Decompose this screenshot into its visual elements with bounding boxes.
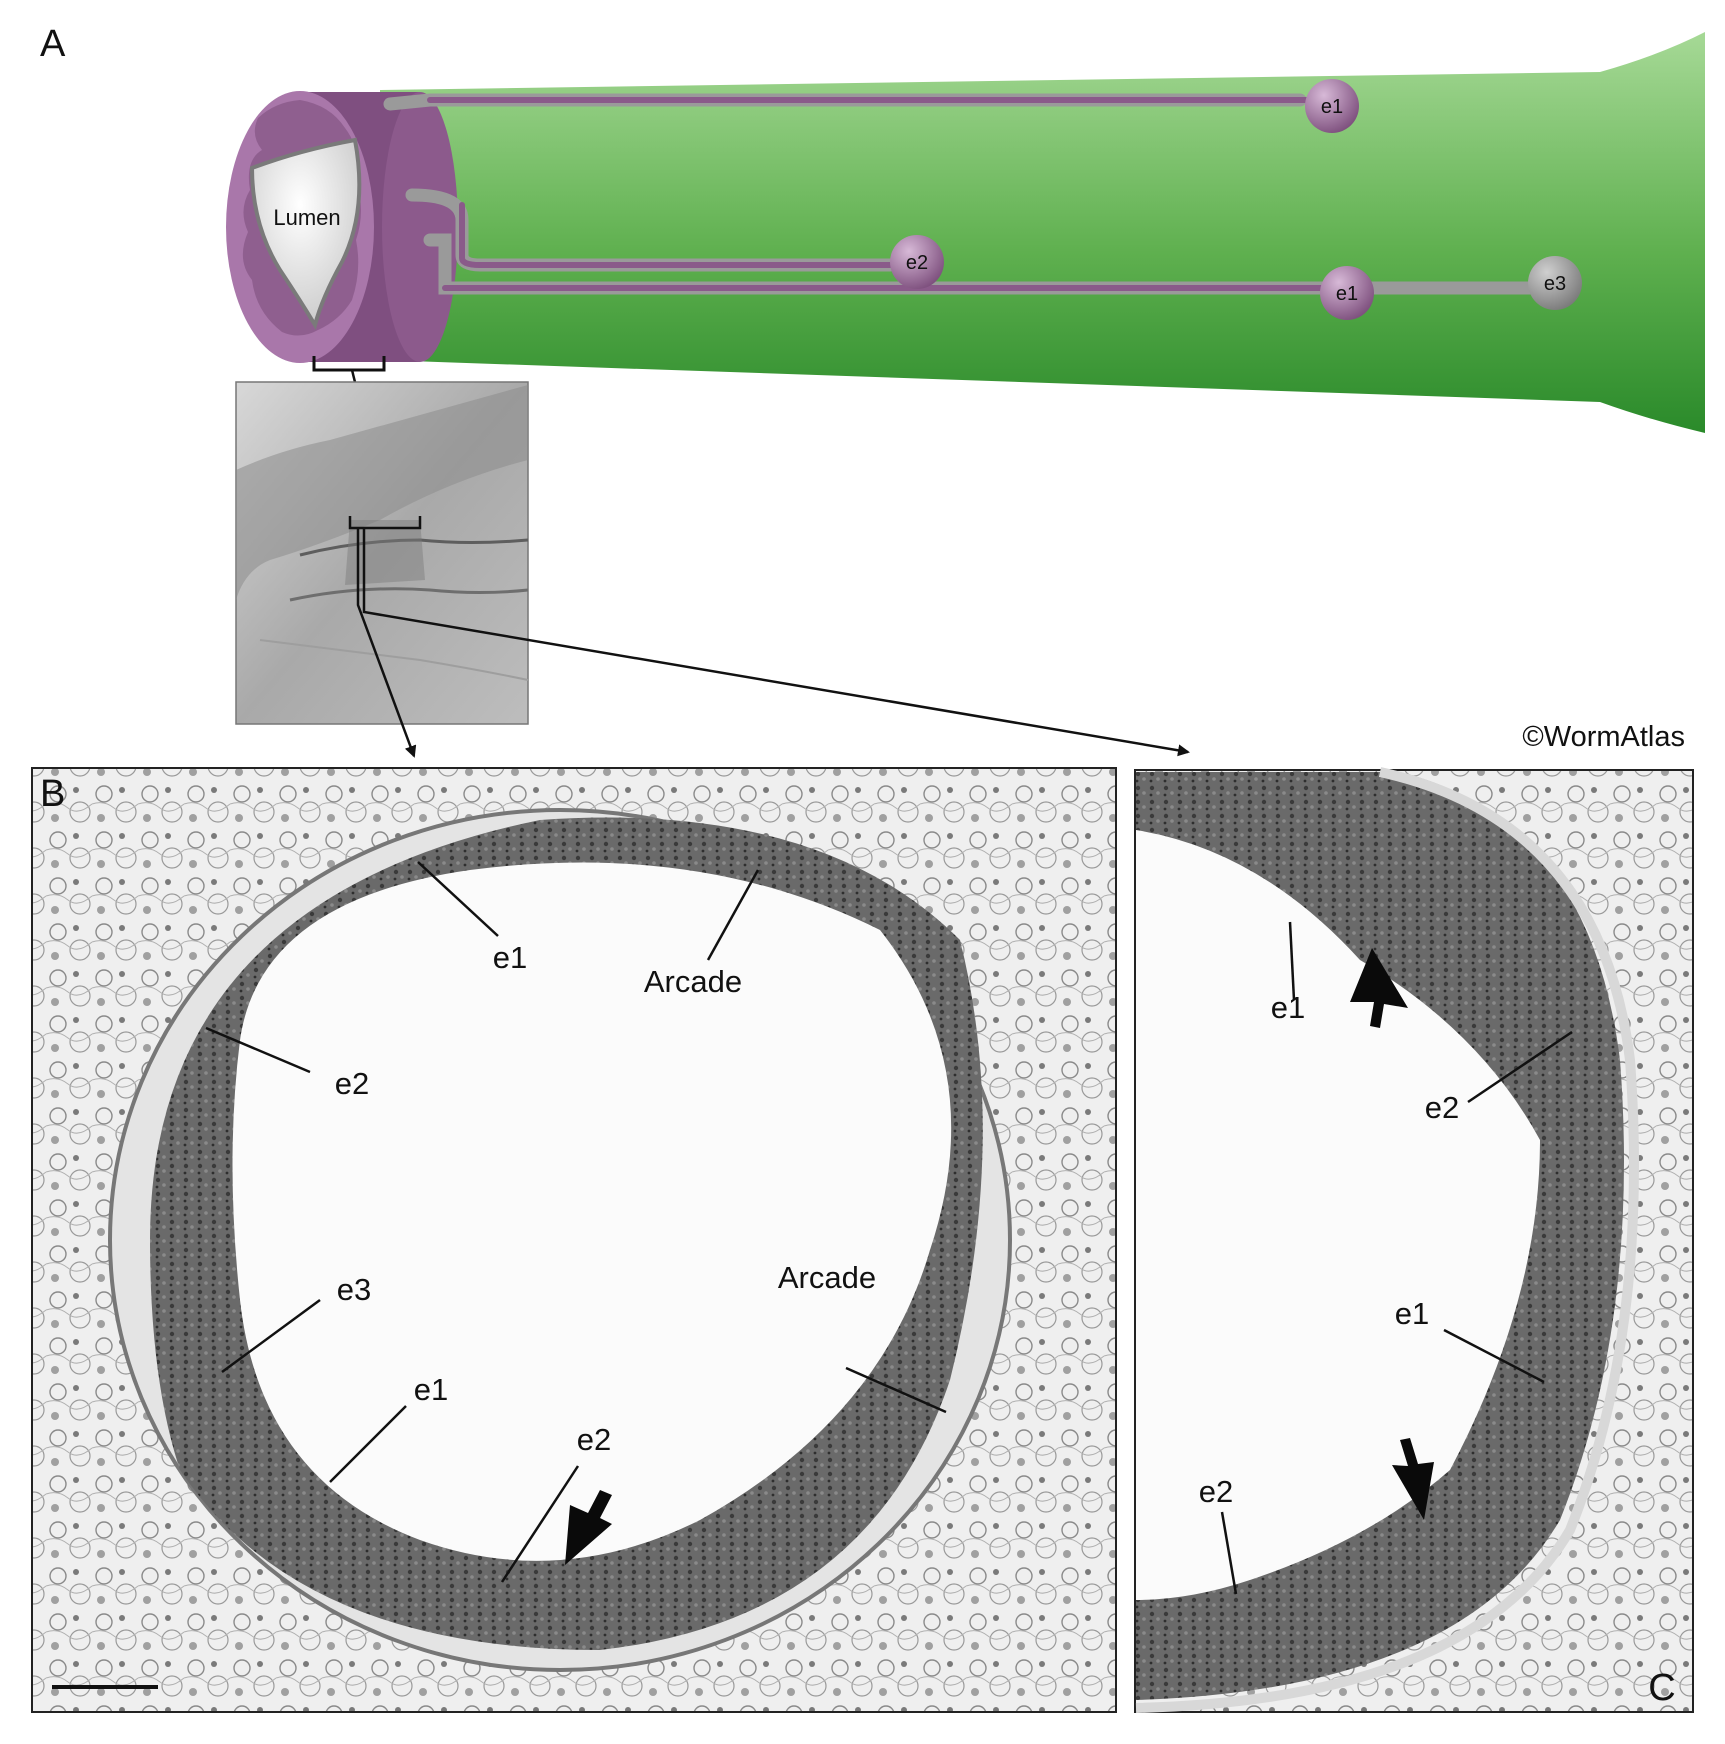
panel-c-lumen <box>1136 830 1540 1600</box>
panel-b-label-e2-bottom: e2 <box>577 1422 611 1457</box>
panel-c-label-e1-mid: e1 <box>1395 1296 1429 1331</box>
panel-c-label-e2-bottom: e2 <box>1199 1474 1233 1509</box>
copyright-notice: ©WormAtlas <box>1522 721 1685 753</box>
panel-b-label-e2-left: e2 <box>335 1066 369 1101</box>
panel-b-leaders <box>205 861 947 1583</box>
node-e1-mid: e1 <box>1320 266 1374 320</box>
panel-c-label-e2-top: e2 <box>1425 1090 1459 1125</box>
node-e1-top-label: e1 <box>1321 96 1343 118</box>
panel-c-letter: C <box>1648 1667 1675 1709</box>
arrow-to-panel-c <box>362 528 1190 757</box>
panel-b-lumen <box>232 862 952 1561</box>
node-e3: e3 <box>1528 256 1582 310</box>
panel-c-arrowhead-bottom <box>1392 1438 1434 1520</box>
panel-a: A Lumen e1 <box>40 23 1705 758</box>
node-e1-mid-label: e1 <box>1336 283 1358 305</box>
panel-b-label-arcade-right: Arcade <box>778 1260 876 1295</box>
panel-b-label-arcade-top: Arcade <box>644 964 742 999</box>
epithelial-processes <box>383 93 1557 295</box>
panel-c-arrowhead-top <box>1350 948 1408 1028</box>
node-e2: e2 <box>890 235 944 289</box>
ring-bracket <box>312 356 386 372</box>
panel-b-arrowhead <box>565 1490 612 1565</box>
lumen-shape <box>249 137 362 331</box>
panel-b-label-e1-top: e1 <box>493 940 527 975</box>
panel-b-label-e3: e3 <box>337 1272 371 1307</box>
panel-b-letter: B <box>40 773 65 815</box>
arrow-to-panel-b <box>356 528 417 758</box>
panel-c: e1 e2 e1 e2 C <box>1134 767 1694 1713</box>
panel-c-leaders <box>1220 921 1573 1595</box>
node-e1-top: e1 <box>1305 79 1359 133</box>
dic-micrograph <box>235 381 529 725</box>
pharynx-body <box>380 32 1705 433</box>
node-e3-label: e3 <box>1544 273 1566 295</box>
panel-c-label-e1-top: e1 <box>1271 990 1305 1025</box>
panel-b-label-e1-bottom: e1 <box>414 1372 448 1407</box>
panel-b: B e1 Arcade e2 e3 Arcade e1 e2 <box>31 767 1117 1713</box>
lumen-label: Lumen <box>273 205 340 230</box>
panel-a-letter: A <box>40 23 66 65</box>
node-e2-label: e2 <box>906 252 928 274</box>
